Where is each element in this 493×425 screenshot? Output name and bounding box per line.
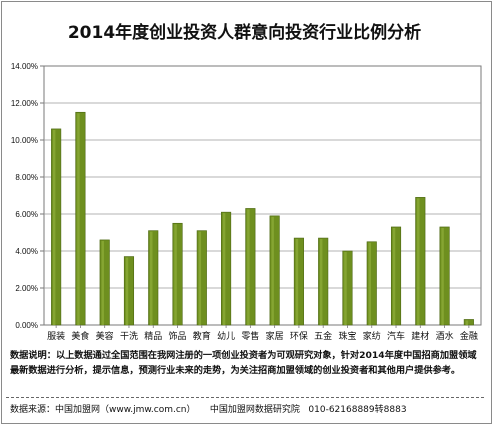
bar-highlight — [465, 320, 469, 325]
y-tick-label: 10.00% — [11, 136, 38, 145]
bar-highlight — [392, 227, 396, 325]
bar — [221, 211, 232, 326]
y-tick-label: 14.00% — [11, 62, 38, 71]
bar-highlight — [368, 242, 371, 325]
x-tick-label: 饰品 — [169, 330, 187, 340]
bar-highlight — [319, 239, 323, 325]
bar — [463, 319, 474, 326]
bar — [293, 237, 304, 326]
x-tick-label: 汽车 — [387, 330, 405, 340]
bar-highlight — [125, 257, 129, 325]
y-tick-label: 0.00% — [15, 321, 38, 330]
bar — [196, 230, 207, 326]
bar — [415, 197, 426, 326]
bar-highlight — [52, 129, 56, 325]
bar — [172, 222, 183, 326]
x-tick-label: 珠宝 — [338, 330, 356, 340]
y-tick-label: 2.00% — [15, 284, 38, 293]
chart-title: 2014年度创业投资人群意向投资行业比例分析 — [67, 23, 422, 43]
bar-highlight — [441, 227, 444, 325]
bar — [342, 250, 353, 326]
x-tick-label: 环保 — [290, 330, 308, 340]
data-note-text: 以上数据通过全国范围在我网注册的一项创业投资者为可观研究对象，针对2014年度中… — [10, 350, 477, 376]
x-tick-label: 零售 — [241, 330, 259, 340]
x-tick-label: 美食 — [71, 330, 89, 340]
bar — [123, 256, 135, 326]
bar-highlight — [174, 224, 177, 325]
bar — [51, 128, 62, 326]
bar — [75, 111, 86, 326]
bar — [99, 239, 110, 326]
bar-highlight — [101, 240, 104, 325]
bar — [245, 208, 256, 326]
y-tick-label: 12.00% — [11, 99, 38, 108]
bar-highlight — [295, 239, 299, 325]
x-tick-label: 教育 — [193, 330, 211, 340]
y-tick-label: 6.00% — [15, 210, 38, 219]
bar-highlight — [77, 113, 80, 325]
x-tick-label: 精品 — [144, 330, 162, 340]
bar-chart: 0.00% 2.00% 4.00% 6.00% 8.00% 10.00% 12.00% 14.… — [11, 62, 482, 340]
bar — [439, 226, 450, 326]
x-tick-label: 美容 — [96, 330, 114, 340]
bar — [390, 226, 402, 326]
x-tick-label: 家居 — [266, 330, 284, 340]
y-tick-label: 4.00% — [15, 247, 38, 256]
bar — [269, 215, 280, 326]
bar-highlight — [271, 216, 274, 325]
bar-highlight — [344, 252, 347, 325]
y-tick-label: 8.00% — [15, 173, 38, 182]
x-tick-label: 五金 — [314, 330, 332, 340]
x-tick-label: 干洗 — [120, 330, 138, 340]
bar — [148, 230, 159, 326]
x-tick-label: 家纺 — [363, 330, 381, 340]
data-source: 数据来源：中国加盟网（www.jmw.com.cn） 中国加盟网数据研究院 01… — [10, 405, 407, 415]
bar — [318, 237, 329, 326]
x-tick-label: 金融 — [460, 330, 478, 340]
divider — [6, 397, 484, 398]
x-tick-label: 幼儿 — [217, 330, 235, 340]
x-tick-label: 服装 — [47, 330, 65, 340]
bar — [366, 241, 377, 326]
plot-area — [43, 65, 482, 326]
bar-highlight — [150, 231, 153, 325]
data-note: 数据说明：以上数据通过全国范围在我网注册的一项创业投资者为可观研究对象，针对20… — [10, 348, 484, 378]
bar-highlight — [247, 209, 250, 325]
data-note-label: 数据说明： — [10, 350, 56, 361]
bar-highlight — [222, 213, 226, 325]
bar-highlight — [417, 198, 420, 325]
x-tick-label: 酒水 — [436, 330, 454, 340]
x-tick-label: 建材 — [411, 330, 429, 340]
bar-highlight — [198, 231, 202, 325]
